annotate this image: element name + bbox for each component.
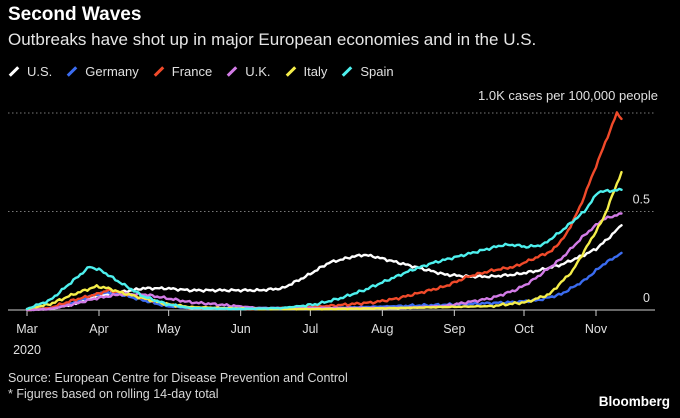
- bloomberg-logo: Bloomberg: [598, 394, 670, 409]
- x-tick-label: Apr: [89, 322, 108, 336]
- series-line-italy: [25, 170, 623, 311]
- y-tick-label: 0.5: [633, 193, 650, 207]
- x-tick-label: Aug: [371, 322, 393, 336]
- legend-item-spain: Spain: [341, 64, 394, 79]
- legend-label: Italy: [303, 64, 328, 79]
- x-tick-label: Sep: [443, 322, 465, 336]
- y-tick-label: 0: [643, 291, 650, 305]
- series-line-spain: [25, 187, 623, 311]
- chart-subtitle: Outbreaks have shot up in major European…: [8, 30, 537, 49]
- legend-label: France: [171, 64, 213, 79]
- legend-label: Spain: [360, 64, 394, 79]
- legend-item-france: France: [153, 64, 212, 79]
- legend-item-uk: U.K.: [226, 64, 271, 79]
- series-line-us: [25, 224, 623, 312]
- x-tick-label: Oct: [514, 322, 534, 336]
- y-unit-label: 1.0K cases per 100,000 people: [478, 88, 658, 103]
- legend-item-us: U.S.: [8, 64, 52, 79]
- legend-label: U.S.: [27, 64, 53, 79]
- legend-label: Germany: [85, 64, 139, 79]
- legend-label: U.K.: [245, 64, 271, 79]
- x-year-label: 2020: [13, 343, 41, 357]
- x-tick-label: Nov: [585, 322, 608, 336]
- source-note: Source: European Centre for Disease Prev…: [8, 371, 348, 385]
- x-tick-label: Jun: [231, 322, 251, 336]
- legend-item-germany: Germany: [66, 64, 139, 79]
- x-tick-label: Jul: [302, 322, 318, 336]
- figures-note: * Figures based on rolling 14-day total: [8, 387, 219, 401]
- x-tick-label: May: [157, 322, 181, 336]
- chart-title: Second Waves: [8, 4, 142, 25]
- footer: Source: European Centre for Disease Prev…: [8, 370, 348, 402]
- legend-item-italy: Italy: [285, 64, 328, 79]
- legend: U.S. Germany France U.K. Italy Spain: [8, 64, 408, 79]
- x-tick-label: Mar: [16, 322, 38, 336]
- series-line-uk: [25, 212, 623, 312]
